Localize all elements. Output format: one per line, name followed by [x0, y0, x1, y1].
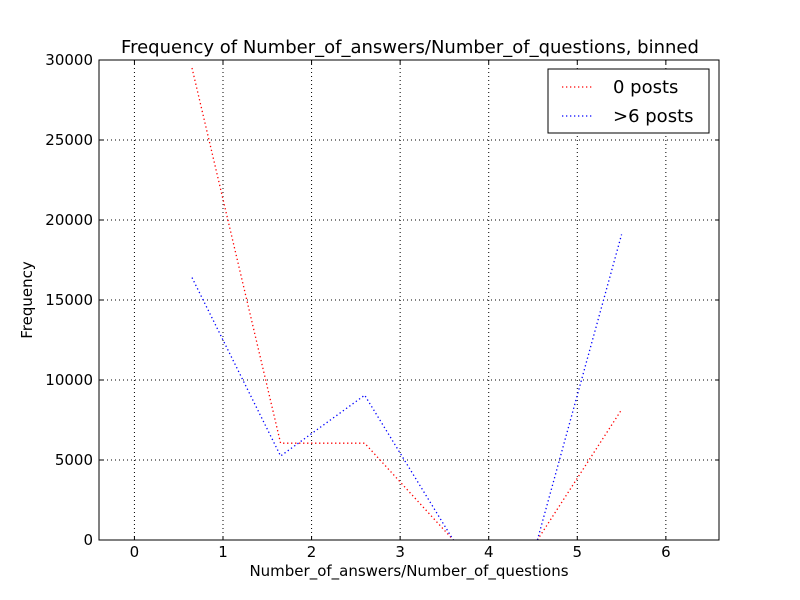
series-2 [191, 234, 623, 541]
series-layer [191, 67, 623, 541]
y-axis-title: Frequency [18, 261, 36, 339]
x-tick-label: 4 [484, 543, 494, 561]
x-tick-label: 5 [573, 543, 583, 561]
x-tick-label: 0 [130, 543, 140, 561]
x-tick-label: 6 [661, 543, 671, 561]
y-tick-label: 5000 [55, 451, 93, 469]
y-tick-label: 20000 [45, 211, 93, 229]
legend-label: 0 posts [613, 77, 678, 98]
legend-label: >6 posts [613, 106, 694, 127]
x-tick-label: 3 [395, 543, 405, 561]
series-1 [191, 67, 623, 541]
y-tick-label: 10000 [45, 371, 93, 389]
y-tick-label: 0 [83, 531, 93, 549]
legend-box [547, 68, 710, 134]
y-tick-label: 25000 [45, 131, 93, 149]
y-tick-label: 30000 [45, 51, 93, 69]
series-line [191, 67, 454, 541]
x-tick-label: 1 [218, 543, 228, 561]
axis-ticks: 0 1 2 3 4 5 6 0 5000 10000 15000 20000 25000 30000 [45, 51, 719, 561]
x-tick-label: 2 [307, 543, 317, 561]
series-line [536, 234, 623, 541]
chart-title: Frequency of Number_of_answers/Number_of… [121, 37, 699, 58]
legend: 0 posts >6 posts [547, 68, 710, 134]
y-tick-label: 15000 [45, 291, 93, 309]
x-axis-title: Number_of_answers/Number_of_questions [249, 562, 568, 581]
